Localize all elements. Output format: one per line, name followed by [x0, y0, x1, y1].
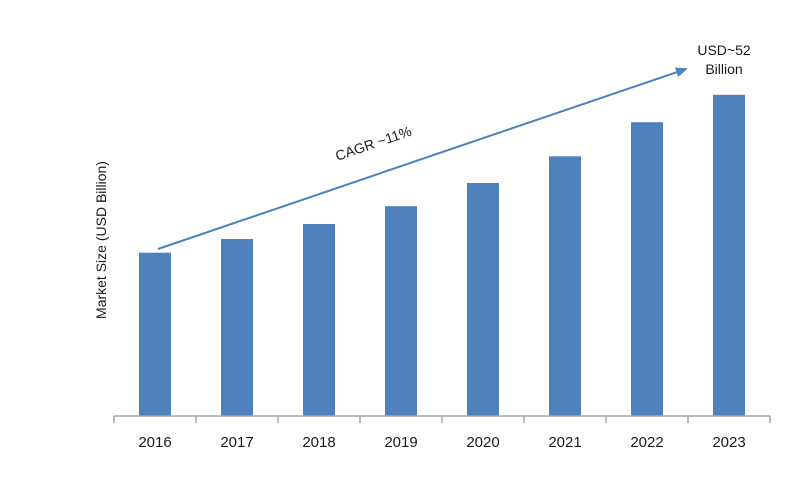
x-tick-label-2019: 2019: [384, 434, 417, 451]
cagr-trend-arrow: [157, 67, 688, 250]
x-tick-label-2021: 2021: [548, 434, 581, 451]
end-value-annotation-line1: USD~52: [697, 42, 751, 58]
x-axis-ticks: [113, 416, 771, 423]
x-tick-label-2017: 2017: [220, 434, 253, 451]
bar-2017: [221, 239, 253, 416]
bar-2019: [385, 206, 417, 416]
x-tick-label-2022: 2022: [630, 434, 663, 451]
x-tick-label-2018: 2018: [302, 434, 335, 451]
bar-2018: [303, 224, 335, 416]
x-tick-label-2023: 2023: [712, 434, 745, 451]
end-value-annotation-line2: Billion: [705, 61, 742, 77]
cagr-annotation: CAGR ~11%: [333, 123, 413, 164]
x-tick-label-2016: 2016: [138, 434, 171, 451]
bar-2020: [467, 183, 499, 416]
bar-2021: [549, 156, 581, 417]
x-tick-label-2020: 2020: [466, 434, 499, 451]
bar-2016: [139, 252, 171, 416]
bar-series: [139, 94, 745, 417]
bar-2022: [631, 122, 663, 416]
x-axis-tick-labels: 2016 2017 2018 2019 2020 2021 2022 2023: [138, 434, 745, 451]
y-axis-title: Market Size (USD Billion): [93, 161, 109, 319]
bar-2023: [713, 94, 745, 417]
